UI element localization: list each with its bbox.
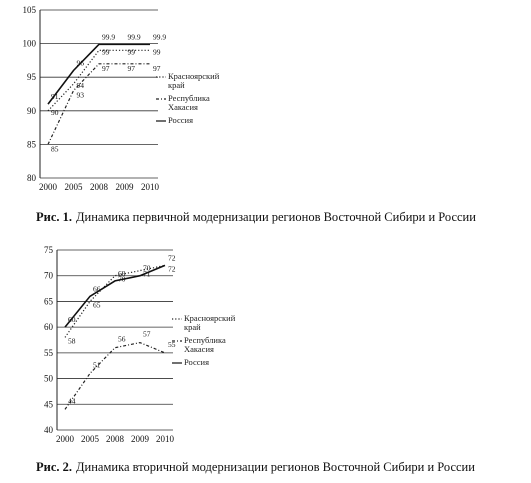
x-tick-label: 2000	[39, 182, 58, 192]
data-label: 44	[68, 396, 76, 405]
data-label: 58	[68, 336, 76, 345]
data-label: 96	[77, 58, 85, 67]
x-tick-label: 2010	[156, 434, 175, 444]
x-tick-label: 2005	[65, 182, 84, 192]
data-label: 90	[51, 108, 59, 117]
x-tick-label: 2010	[141, 182, 160, 192]
y-tick-label: 95	[27, 72, 37, 82]
data-label: 60	[68, 315, 76, 324]
y-tick-label: 90	[27, 106, 37, 116]
data-label: 99	[153, 47, 161, 56]
data-label: 94	[77, 81, 85, 90]
y-tick-label: 80	[27, 173, 37, 183]
data-label: 65	[93, 300, 101, 309]
data-label: 55	[168, 340, 176, 349]
data-label: 57	[143, 330, 151, 339]
legend-label: Красноярский край	[168, 71, 220, 90]
data-label: 72	[168, 253, 176, 262]
y-tick-label: 60	[44, 322, 54, 332]
legend-label: Республика Хакасия	[184, 335, 226, 354]
caption-text: Динамика первичной модернизации регионов…	[76, 210, 476, 224]
figure-label: Рис. 1.	[36, 210, 73, 224]
series-line	[47, 49, 150, 112]
y-tick-label: 40	[44, 425, 54, 435]
y-tick-label: 105	[23, 5, 37, 15]
y-tick-label: 85	[27, 139, 37, 149]
x-tick-label: 2008	[106, 434, 125, 444]
series-line	[47, 43, 150, 105]
series-line	[47, 63, 150, 145]
data-label: 99.9	[128, 32, 141, 41]
data-label: 85	[51, 144, 59, 153]
y-tick-label: 45	[44, 399, 54, 409]
y-tick-label: 50	[44, 374, 54, 384]
data-label: 51	[93, 360, 101, 369]
data-label: 56	[118, 335, 126, 344]
y-tick-label: 75	[44, 245, 54, 255]
data-label: 97	[128, 64, 136, 73]
y-tick-label: 100	[23, 39, 37, 49]
legend-label: Республика Хакасия	[168, 93, 210, 112]
data-label: 72	[168, 264, 176, 273]
legend-label: Россия	[168, 115, 193, 125]
figure-label: Рис. 2.	[36, 460, 73, 474]
legend-label: Красноярский край	[184, 313, 236, 332]
data-label: 97	[102, 64, 110, 73]
x-tick-label: 2005	[81, 434, 100, 444]
data-label: 71	[143, 270, 151, 279]
data-label: 97	[153, 64, 161, 73]
data-label: 70	[143, 264, 151, 273]
data-label: 99.9	[153, 32, 166, 41]
data-label: 69	[118, 269, 126, 278]
caption: Рис. 2. Динамика вторичной модернизации р…	[36, 460, 475, 475]
caption-text: Динамика вторичной модернизации регионов…	[76, 460, 475, 474]
series-line	[64, 264, 166, 338]
data-label: 99.9	[102, 32, 115, 41]
x-tick-label: 2000	[56, 434, 75, 444]
data-label: 66	[93, 284, 101, 293]
data-label: 99	[102, 47, 110, 56]
series-line	[64, 264, 166, 328]
caption: Рис. 1. Динамика первичной модернизации р…	[36, 210, 476, 225]
y-tick-label: 70	[44, 271, 54, 281]
y-tick-label: 55	[44, 348, 54, 358]
data-label: 91	[51, 92, 59, 101]
data-label: 93	[77, 91, 85, 100]
series-line	[64, 341, 166, 410]
legend-label: Россия	[184, 357, 209, 367]
y-tick-label: 65	[44, 296, 54, 306]
data-label: 99	[128, 47, 136, 56]
x-tick-label: 2009	[131, 434, 150, 444]
x-tick-label: 2009	[116, 182, 135, 192]
x-tick-label: 2008	[90, 182, 109, 192]
